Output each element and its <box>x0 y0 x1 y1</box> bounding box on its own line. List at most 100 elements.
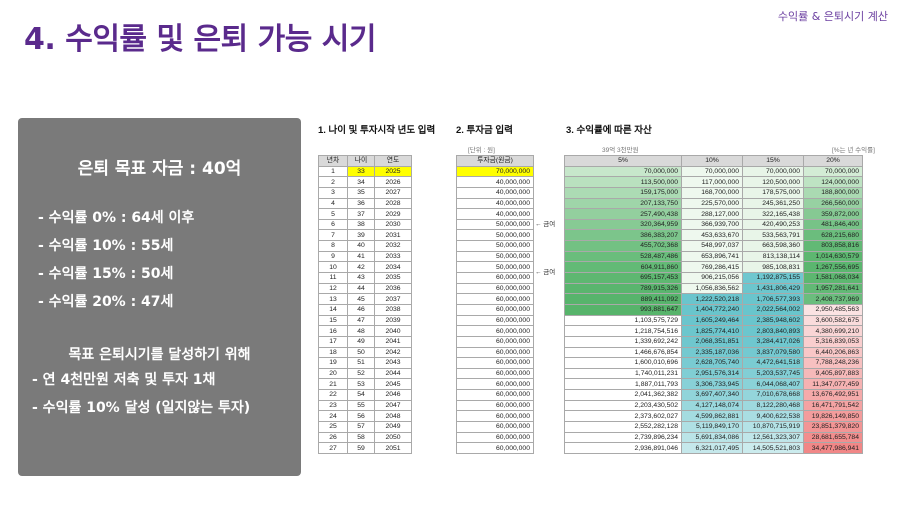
table-cell: 28,681,655,784 <box>803 431 863 444</box>
table-cell: 225,570,000 <box>681 197 743 210</box>
table-row: 12 44 2036 <box>318 282 412 295</box>
table-cell: 10,870,715,919 <box>742 421 804 433</box>
table-cell: 44 <box>347 282 375 295</box>
table-cell: 2041 <box>374 335 412 348</box>
table-row: 2,739,896,234 5,691,834,086 12,561,323,307… <box>564 431 863 444</box>
table-cell: 60,000,000 <box>456 399 534 412</box>
table-row: 50,000,000 <box>456 261 534 274</box>
table-cell: 993,881,647 <box>564 303 682 316</box>
spreadsheet-image: 1. 나이 및 투자시작 년도 입력 2. 투자금 입력 3. 수익률에 따른 … <box>316 108 894 454</box>
table-cell: 14,505,521,803 <box>742 442 804 454</box>
table-cell: 6,044,068,407 <box>742 378 804 391</box>
table-cell: 1,581,068,034 <box>803 272 863 284</box>
page-title: 4. 수익률 및 은퇴 가능 시기 <box>24 22 377 57</box>
table-cell: 51 <box>347 357 375 369</box>
table-cell: 359,872,000 <box>803 208 863 220</box>
table-row: 257,490,438 288,127,000 322,165,438 359,872… <box>564 208 863 220</box>
table-row: 604,911,860 769,286,415 985,108,831 1,267,5… <box>564 261 863 274</box>
table-cell: 2 <box>318 176 348 188</box>
table-cell: 1,600,010,696 <box>564 357 682 369</box>
col-header: 10% <box>681 155 743 167</box>
table-cell: 455,702,368 <box>564 240 682 252</box>
table-row: 10 42 2034 <box>318 261 412 274</box>
table-row: 8 40 2032 <box>318 240 412 252</box>
table-cell: 58 <box>347 431 375 444</box>
table-cell: 481,846,400 <box>803 218 863 231</box>
table-cell: 49 <box>347 335 375 348</box>
note-label: ← 금여 <box>535 269 556 276</box>
table-row: 60,000,000 <box>456 389 534 401</box>
table-cell: 2033 <box>374 250 412 263</box>
table-row: 320,364,959 366,939,700 420,490,253 481,846… <box>564 218 863 231</box>
table-cell: 1,014,630,579 <box>803 250 863 263</box>
table-cell: 2025 <box>374 165 412 178</box>
table-row: 16 48 2040 <box>318 325 412 337</box>
table-cell: 50 <box>347 346 375 359</box>
table-cell: 604,911,860 <box>564 261 682 274</box>
table-cell: 1,218,754,516 <box>564 325 682 337</box>
table-cell: 366,939,700 <box>681 218 743 231</box>
table-cell: 178,575,000 <box>742 186 804 199</box>
table-cell: 47 <box>347 314 375 327</box>
table-row: 2,203,430,502 4,127,148,074 8,122,280,468 1… <box>564 399 863 412</box>
table-row: 789,915,326 1,056,836,562 1,431,806,429 1,9… <box>564 282 863 295</box>
table-row: 5 37 2029 <box>318 208 412 220</box>
table-row: 9 41 2033 <box>318 250 412 263</box>
table-cell: 13 <box>318 293 348 305</box>
table-cell: 2026 <box>374 176 412 188</box>
table-cell: 34 <box>347 176 375 188</box>
table-cell: 1,887,011,793 <box>564 378 682 391</box>
table-cell: 1,706,577,393 <box>742 293 804 305</box>
table-row: 27 59 2051 <box>318 442 412 454</box>
table-row: 40,000,000 <box>456 208 534 220</box>
table-row: 1 33 2025 <box>318 165 412 178</box>
table-cell: 60,000,000 <box>456 421 534 433</box>
table-row: 889,411,092 1,222,520,218 1,706,577,393 2,4… <box>564 293 863 305</box>
table-row: 40,000,000 <box>456 176 534 188</box>
table-row: 60,000,000 <box>456 314 534 327</box>
table-row: 26 58 2050 <box>318 431 412 444</box>
table-cell: 60,000,000 <box>456 378 534 391</box>
table-cell: 2,068,351,851 <box>681 335 743 348</box>
table-cell: 4 <box>318 197 348 210</box>
table-cell: 60,000,000 <box>456 303 534 316</box>
table-cell: 60,000,000 <box>456 335 534 348</box>
table-cell: 52 <box>347 367 375 380</box>
table-row: 18 50 2042 <box>318 346 412 359</box>
table-cell: 40,000,000 <box>456 186 534 199</box>
table-row: 60,000,000 <box>456 421 534 433</box>
table-cell: 60,000,000 <box>456 325 534 337</box>
table-cell: 4,380,699,210 <box>803 325 863 337</box>
table-cell: 60,000,000 <box>456 293 534 305</box>
table-cell: 2046 <box>374 389 412 401</box>
table-row: 60,000,000 <box>456 303 534 316</box>
table-cell: 14 <box>318 303 348 316</box>
table-cell: 889,411,092 <box>564 293 682 305</box>
table-cell: 117,000,000 <box>681 176 743 188</box>
table-cell: 1,825,774,410 <box>681 325 743 337</box>
table-cell: 1,056,836,562 <box>681 282 743 295</box>
table-cell: 1,957,281,641 <box>803 282 863 295</box>
table-row: 3 35 2027 <box>318 186 412 199</box>
summary-panel: 은퇴 목표 자금 : 40억 - 수익률 0% : 64세 이후 - 수익률 1… <box>18 118 301 476</box>
table-cell: 3,306,733,945 <box>681 378 743 391</box>
table-cell: 2047 <box>374 399 412 412</box>
table-cell: 2030 <box>374 218 412 231</box>
table-cell: 6,321,017,495 <box>681 442 743 454</box>
table-cell: 2,803,840,893 <box>742 325 804 337</box>
table-cell: 39 <box>347 229 375 242</box>
table-cell: 288,127,000 <box>681 208 743 220</box>
table-row: 7 39 2031 <box>318 229 412 242</box>
table-cell: 23 <box>318 399 348 412</box>
table-cell: 528,487,486 <box>564 250 682 263</box>
table-cell: 60,000,000 <box>456 431 534 444</box>
table-cell: 11,347,077,459 <box>803 378 863 391</box>
table-cell: 2,628,705,740 <box>681 357 743 369</box>
table-cell: 46 <box>347 303 375 316</box>
table-cell: 985,108,831 <box>742 261 804 274</box>
bullet-item: - 수익률 10% 달성 (일지않는 투자) <box>32 400 251 416</box>
table-row: 40,000,000 <box>456 186 534 199</box>
rate-note-label: [%는 년 수익률] <box>832 147 875 154</box>
table-row: 386,383,207 453,633,670 533,563,791 628,215… <box>564 229 863 242</box>
rate-item: - 수익률 0% : 64세 이후 <box>38 210 195 226</box>
